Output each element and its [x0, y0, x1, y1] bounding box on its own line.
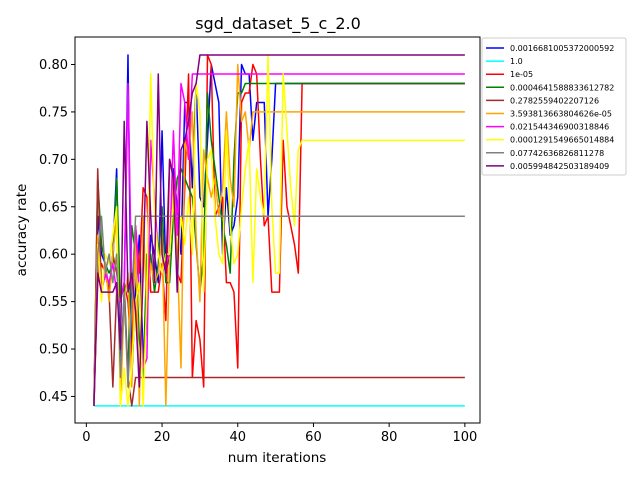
x-tick-label-3: 60 — [305, 430, 322, 445]
y-axis: 0.45 0.50 0.55 0.60 0.65 0.70 0.75 0.80 — [39, 58, 75, 405]
x-axis: 0 20 40 60 80 100 — [82, 423, 477, 445]
legend-label-7: 0.0001291549665014884 — [510, 136, 614, 145]
x-tick-label-1: 20 — [154, 430, 171, 445]
legend-label-2: 1e-05 — [510, 70, 533, 79]
y-tick-label-3: 0.60 — [39, 248, 68, 263]
legend-label-4: 0.2782559402207126 — [510, 96, 599, 105]
series-line-6 — [93, 73, 465, 406]
legend-frame — [481, 37, 627, 176]
x-tick-label-0: 0 — [82, 430, 90, 445]
legend-label-0: 0.0016681005372000592 — [510, 44, 614, 53]
y-axis-label: accuracy rate — [14, 184, 30, 277]
y-tick-label-7: 0.80 — [39, 58, 68, 73]
legend-label-1: 1.0 — [510, 57, 523, 66]
plot-frame — [74, 36, 481, 424]
y-tick-label-0: 0.45 — [39, 390, 68, 405]
plot-area — [93, 54, 465, 407]
legend-label-6: 0.021544346900318846 — [510, 123, 609, 132]
legend-label-5: 3.593813663804626e-05 — [510, 110, 612, 119]
legend-label-8: 0.07742636826811278 — [510, 149, 604, 158]
y-tick-label-6: 0.75 — [39, 105, 68, 120]
x-tick-label-4: 80 — [381, 430, 398, 445]
chart-title: sgd_dataset_5_c_2.0 — [195, 14, 361, 34]
series-line-7 — [93, 54, 465, 407]
y-tick-label-4: 0.65 — [39, 200, 68, 215]
y-tick-label-1: 0.50 — [39, 343, 68, 358]
y-tick-label-5: 0.70 — [39, 153, 68, 168]
x-tick-label-2: 40 — [229, 430, 246, 445]
legend: 0.0016681005372000592 1.0 1e-05 0.000464158… — [481, 37, 627, 176]
legend-label-9: 0.005994842503189409 — [510, 162, 609, 171]
x-axis-label: num iterations — [228, 450, 327, 466]
y-tick-label-2: 0.55 — [39, 295, 68, 310]
x-tick-label-5: 100 — [452, 430, 477, 445]
series-line-9 — [93, 54, 465, 406]
legend-label-3: 0.0004641588833612782 — [510, 83, 614, 92]
